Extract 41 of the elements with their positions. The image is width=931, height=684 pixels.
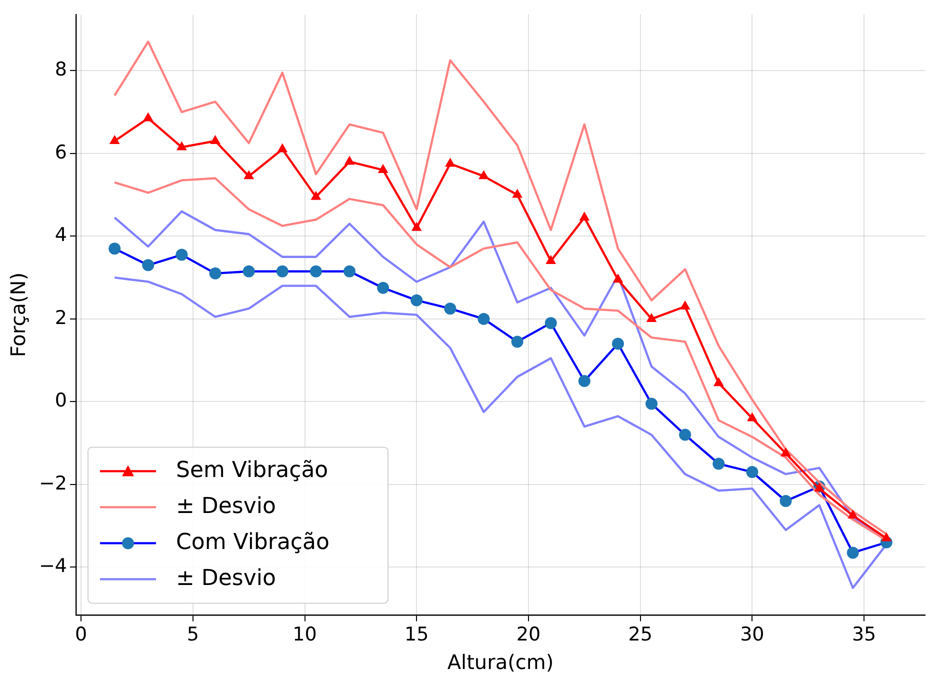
point bbox=[746, 412, 758, 422]
x-axis-title: Altura(cm) bbox=[447, 650, 554, 674]
point bbox=[680, 300, 690, 310]
point bbox=[244, 170, 254, 180]
point bbox=[713, 377, 724, 386]
x-tick-label: 5 bbox=[186, 624, 199, 646]
legend-label: ± Desvio bbox=[176, 494, 276, 519]
point bbox=[344, 156, 355, 165]
point bbox=[546, 255, 556, 264]
x-tick-label: 10 bbox=[292, 624, 317, 646]
x-tick-label: 35 bbox=[852, 624, 876, 646]
x-tick-label: 20 bbox=[516, 624, 541, 646]
point bbox=[478, 170, 489, 180]
y-tick-label: 0 bbox=[54, 390, 68, 412]
point bbox=[378, 164, 388, 173]
point bbox=[109, 135, 120, 144]
point bbox=[444, 158, 456, 167]
legend-label: ± Desvio bbox=[176, 566, 276, 591]
y-tick-label: −4 bbox=[38, 555, 68, 578]
point bbox=[210, 135, 220, 144]
legend-label: Sem Vibração bbox=[176, 458, 328, 483]
point bbox=[512, 188, 522, 198]
point bbox=[411, 222, 422, 231]
point bbox=[612, 274, 624, 283]
x-tick-label: 15 bbox=[404, 624, 429, 646]
y-tick-label: 8 bbox=[54, 58, 68, 81]
point bbox=[310, 190, 322, 200]
point bbox=[646, 312, 657, 322]
x-tick-label: 25 bbox=[628, 624, 652, 646]
legend-label: Com Vibração bbox=[176, 530, 330, 555]
y-tick-label: 6 bbox=[54, 141, 68, 164]
x-tick-label: 0 bbox=[74, 624, 88, 646]
point bbox=[277, 143, 288, 152]
point bbox=[142, 112, 154, 122]
y-tick-label: 2 bbox=[54, 306, 68, 329]
x-tick-label: 30 bbox=[740, 624, 764, 646]
point bbox=[176, 141, 187, 150]
point bbox=[579, 212, 590, 221]
y-tick-label: 4 bbox=[54, 224, 68, 246]
y-tick-label: −2 bbox=[38, 472, 68, 494]
y-axis-title: Força(N) bbox=[6, 272, 30, 358]
